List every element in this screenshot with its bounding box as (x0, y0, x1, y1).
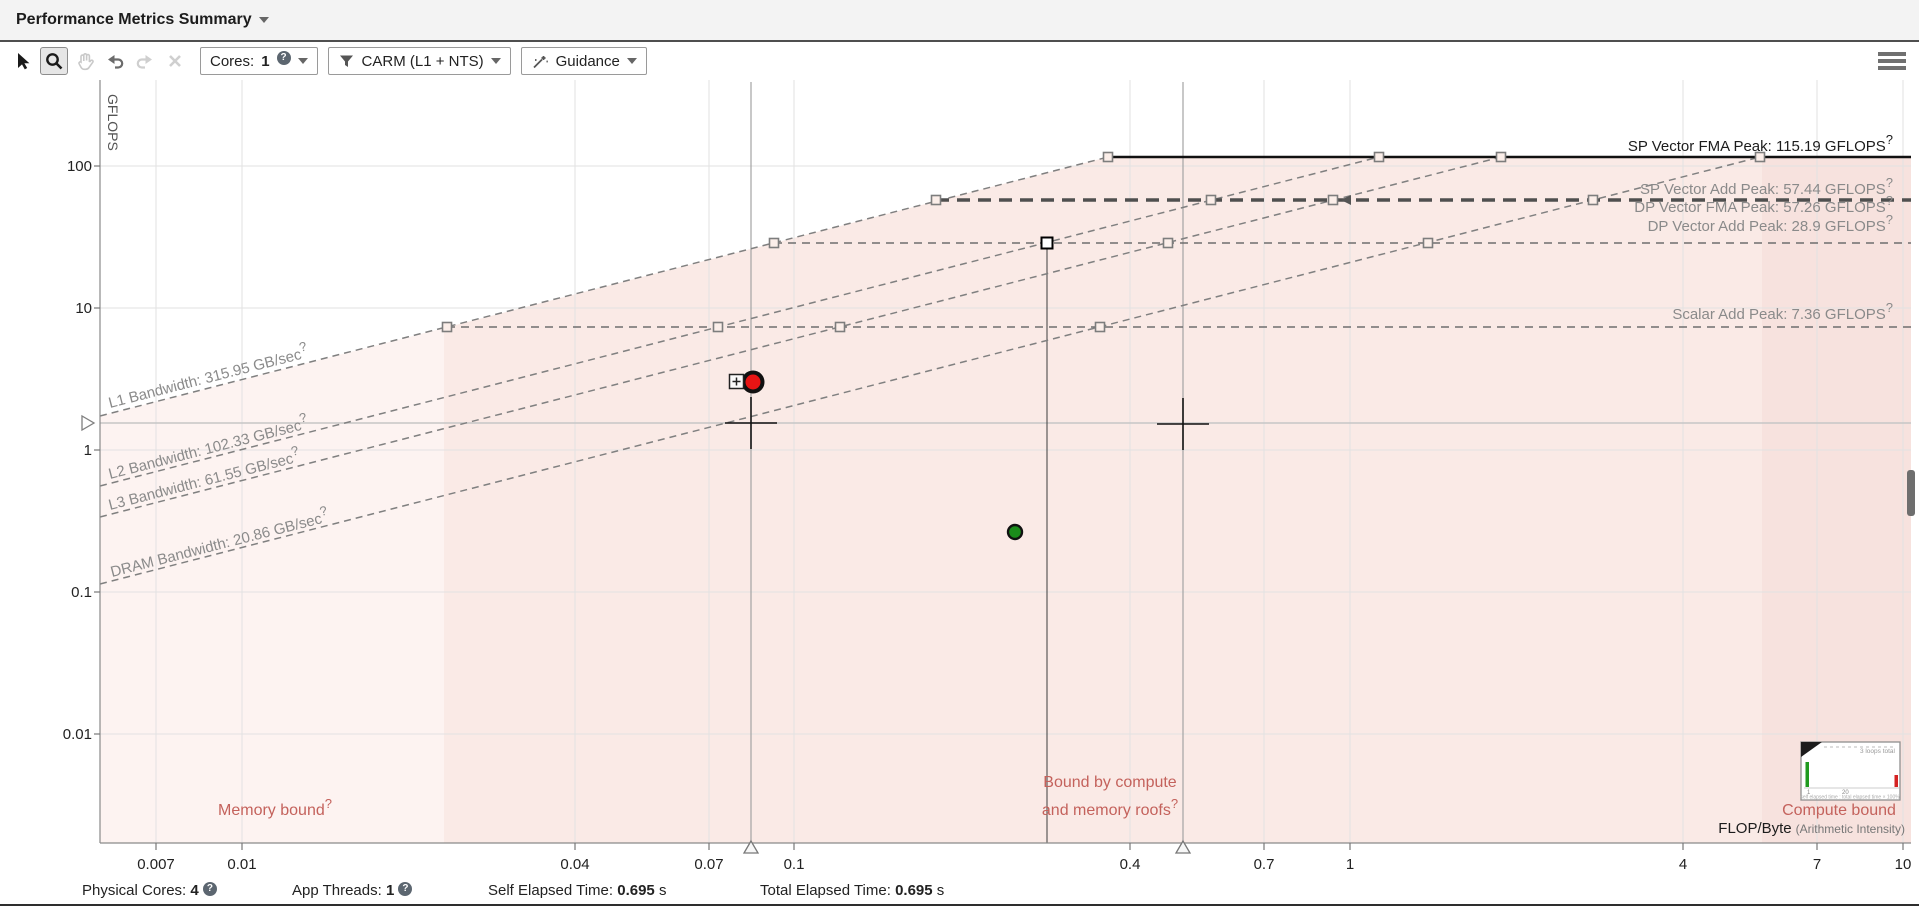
help-icon[interactable]: ? (398, 882, 413, 896)
svg-text:0.01: 0.01 (227, 856, 256, 873)
chevron-down-icon (626, 58, 637, 64)
guidance-label: Guidance (555, 52, 620, 70)
filter-funnel-icon (339, 55, 353, 67)
axis-ticks (94, 165, 1904, 850)
label-memory-bound: Memory bound? (218, 796, 332, 819)
svg-text:7: 7 (1813, 856, 1821, 873)
y-tick-labels: 100 10 1 0.1 0.01 (63, 158, 92, 743)
minimap-total-label: 3 loops total (1860, 748, 1896, 755)
chevron-down-icon[interactable] (258, 17, 269, 23)
zone-mixed-bound (444, 157, 1762, 843)
roofline-toolbar: Cores: 1 ? CARM (L1 + NTS) Guidance (0, 42, 1919, 80)
svg-text:1: 1 (1346, 856, 1354, 873)
reference-left-triangle[interactable] (81, 414, 96, 432)
roof-handle-arrow (1341, 195, 1351, 205)
app-threads-item: App Threads: 1 ? (292, 882, 413, 899)
cores-value: 1 (261, 52, 270, 70)
zoom-tool-icon[interactable] (40, 47, 68, 75)
minimap-tick-mid: 20 (1842, 790, 1849, 796)
x-tick-labels: 0.007 0.01 0.04 0.07 0.1 0.4 0.7 1 4 7 1… (137, 856, 1911, 873)
total-elapsed-item: Total Elapsed Time: 0.695 s (760, 882, 945, 899)
roof-l2-bandwidth[interactable] (99, 156, 1380, 487)
magic-wand-icon (533, 55, 548, 68)
label-dp-vector-add: DP Vector Add Peak: 28.9 GFLOPS? (1648, 212, 1893, 235)
crosshair2-axis-triangle[interactable] (1174, 839, 1192, 854)
minimap-red-bar (1894, 775, 1898, 787)
roof-handle-selected[interactable] (1040, 236, 1054, 250)
svg-text:1: 1 (84, 442, 92, 459)
x-axis-title: FLOP/Byte (Arithmetic Intensity) (1718, 820, 1905, 837)
report-header: Performance Metrics Summary (0, 0, 1919, 42)
roof-l3-bandwidth[interactable] (99, 156, 1502, 518)
roofs-filter-label: CARM (L1 + NTS) (361, 52, 484, 70)
svg-text:0.7: 0.7 (1254, 856, 1275, 873)
svg-text:0.007: 0.007 (137, 856, 175, 873)
chart-menu-icon[interactable] (1878, 47, 1906, 75)
select-cursor-icon[interactable] (10, 48, 36, 74)
loop-dot-green[interactable] (1006, 523, 1024, 541)
label-dp-vector-fma: DP Vector FMA Peak: 57.26 GFLOPS? (1634, 193, 1893, 216)
cores-dropdown[interactable]: Cores: 1 ? (200, 47, 318, 75)
expand-marker[interactable] (728, 373, 745, 390)
label-mixed-bound-1: Bound by compute (1043, 774, 1177, 791)
minimap-green-bar (1805, 762, 1809, 787)
minimap-tick-min: 1 (1807, 790, 1811, 796)
crosshair1-axis-triangle[interactable] (742, 839, 760, 854)
redo-icon[interactable] (132, 48, 158, 74)
chevron-down-icon (297, 58, 308, 64)
page-title[interactable]: Performance Metrics Summary (16, 11, 252, 28)
svg-text:0.01: 0.01 (63, 726, 92, 743)
cores-label: Cores: (210, 52, 255, 70)
physical-cores-item: Physical Cores: 4 ? (82, 882, 217, 899)
roofs-filter-dropdown[interactable]: CARM (L1 + NTS) (327, 47, 511, 75)
svg-text:0.04: 0.04 (560, 856, 589, 873)
zoom-crosshair-2 (1157, 398, 1209, 450)
pan-hand-icon[interactable] (72, 48, 98, 74)
label-sp-vector-fma: SP Vector FMA Peak: 115.19 GFLOPS? (1628, 132, 1893, 155)
svg-text:0.1: 0.1 (784, 856, 805, 873)
self-elapsed-item: Self Elapsed Time: 0.695 s (488, 882, 667, 899)
label-scalar-add: Scalar Add Peak: 7.36 GFLOPS? (1672, 300, 1893, 323)
label-sp-vector-add: SP Vector Add Peak: 57.44 GFLOPS? (1640, 175, 1893, 198)
cores-help-icon[interactable]: ? (276, 51, 291, 65)
roofline-chart: 100 10 1 0.1 0.01 0.007 0.01 0.04 0.07 0… (63, 80, 1915, 873)
svg-text:10: 10 (75, 300, 92, 317)
zone-memory-bound (100, 328, 444, 843)
svg-text:10: 10 (1895, 856, 1912, 873)
y-axis-title: GFLOPS (105, 94, 121, 151)
minimap-corner-fold (1801, 742, 1822, 757)
gridlines (100, 80, 1911, 843)
chevron-down-icon (490, 58, 501, 64)
summary-status-bar: Physical Cores: 4 ? App Threads: 1 ? Sel… (0, 880, 1919, 906)
help-icon[interactable]: ? (202, 882, 217, 896)
roof-dram-bandwidth[interactable] (99, 156, 1761, 585)
svg-text:0.07: 0.07 (694, 856, 723, 873)
label-mixed-bound-2: and memory roofs? (1042, 796, 1178, 819)
zoom-crosshair-1 (725, 397, 777, 449)
label-compute-bound: Compute bound (1782, 802, 1896, 819)
roofline-minimap[interactable]: 3 loops total 1 20 self elapsed time : t… (1800, 741, 1901, 801)
cancel-zoom-icon[interactable] (162, 48, 188, 74)
guidance-dropdown[interactable]: Guidance (520, 47, 647, 75)
svg-text:4: 4 (1679, 856, 1687, 873)
svg-text:100: 100 (67, 158, 92, 175)
zone-compute-bound (1762, 157, 1911, 843)
vertical-scrollbar-thumb[interactable] (1907, 470, 1915, 516)
roof-handles[interactable] (441, 151, 1766, 333)
svg-text:0.1: 0.1 (71, 584, 92, 601)
minimap-caption: self elapsed time : total elapsed time ×… (1800, 795, 1900, 801)
loop-dot-selected-red[interactable] (741, 370, 765, 394)
svg-text:0.4: 0.4 (1120, 856, 1141, 873)
undo-icon[interactable] (102, 48, 128, 74)
